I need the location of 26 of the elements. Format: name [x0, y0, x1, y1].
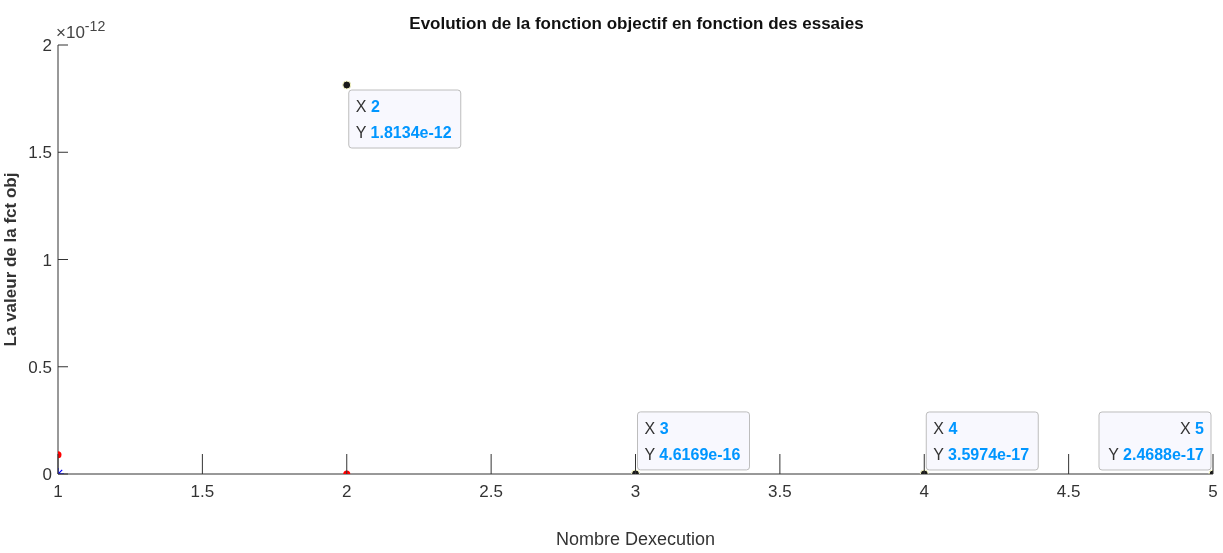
annotation: X 2: [355, 98, 380, 116]
x-tick-label: 3: [630, 482, 641, 501]
annotation: X 5: [1179, 419, 1205, 437]
annotation: X 3: [644, 419, 669, 437]
x-tick-label: 4.5: [1056, 482, 1081, 501]
y-tick-label: 1.5: [28, 143, 52, 163]
y-tick-label: 0: [42, 465, 52, 484]
x-tick-label: 4: [919, 482, 929, 501]
x-axis-title: Nombre Dexecution: [555, 529, 716, 549]
annotation: Y 1.8134e-12: [355, 124, 452, 142]
text: ×10$^{-12}$: [56, 18, 106, 43]
chart-title: Evolution de la fonction objectif en fonction des essaies: [409, 14, 864, 33]
x-tick-label: 2: [342, 482, 352, 501]
annotation: Y 2.4688e-17: [1108, 445, 1205, 463]
annotation: Y 4.6169e-16: [644, 445, 741, 463]
x-tick-label: 3.5: [768, 482, 792, 501]
x-tick-label: 2.5: [479, 482, 503, 501]
point: [342, 80, 352, 90]
y-axis-title: La valeur de la fct obj: [1, 172, 21, 347]
annotation: X 4: [933, 419, 958, 437]
x-tick-label: 5: [1208, 482, 1218, 501]
y-tick-label: 0.5: [28, 357, 52, 377]
y-tick-label: 1: [42, 250, 52, 270]
annotation: Y 3.5974e-17: [933, 445, 1030, 463]
y-tick-label: 2: [42, 36, 52, 55]
x-tick-label: 1.5: [190, 482, 215, 501]
